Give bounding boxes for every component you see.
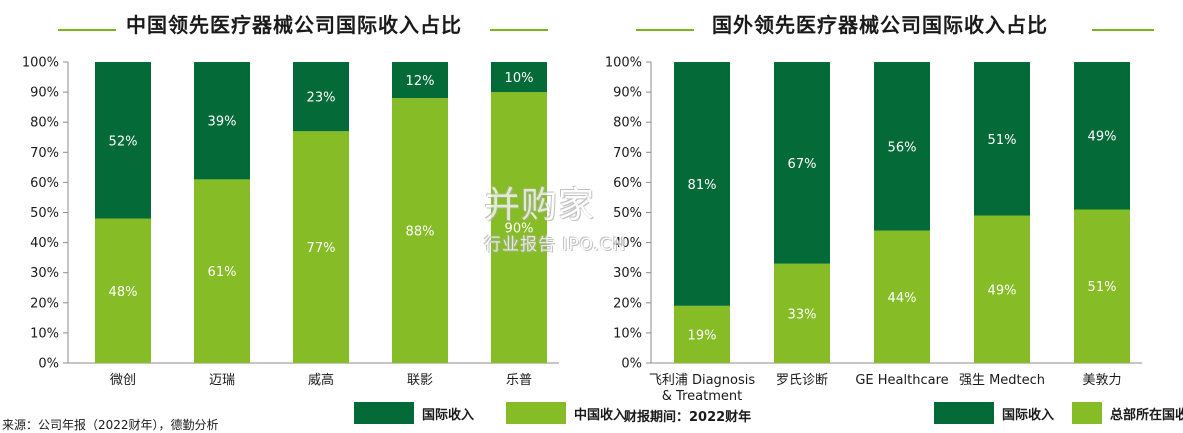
chart1-y-tick-label: 100%	[605, 56, 642, 71]
legend-swatch-intl-left	[354, 402, 414, 424]
legend-swatch-intl-right	[934, 402, 994, 424]
chart0-category-label: 联影	[407, 373, 433, 388]
chart1-category-label: 美敦力	[1082, 372, 1121, 388]
chart1-category-label: 强生 Medtech	[959, 373, 1045, 388]
legend-swatch-home	[1072, 402, 1103, 424]
chart0-y-tick-label: 20%	[30, 296, 59, 311]
chart1-bar-segment	[974, 215, 1030, 363]
chart1-y-tick-label: 20%	[613, 296, 642, 311]
chart1-bar-segment	[1074, 209, 1130, 363]
chart1-y-tick-label: 70%	[613, 146, 642, 161]
left-title-line-left	[58, 29, 116, 31]
chart1-bar-segment	[774, 62, 830, 264]
chart0-y-tick-label: 30%	[30, 266, 59, 281]
report-period: 财报期间：2022财年	[624, 410, 752, 425]
chart1-data-label: 51%	[1088, 280, 1117, 295]
chart0-data-label: 77%	[307, 241, 336, 256]
chart1-category-label: & Treatment	[662, 389, 742, 400]
chart0-bar-segment	[95, 218, 151, 363]
chart1-y-tick-label: 80%	[613, 116, 642, 131]
chart1-bar-segment	[974, 62, 1030, 216]
chart1-bar-segment	[874, 62, 930, 231]
chart1-bar-segment	[674, 305, 730, 363]
chart1-data-label: 67%	[788, 157, 817, 172]
chart1-bar-segment	[1074, 62, 1130, 210]
chart1-y-tick-label: 50%	[613, 206, 642, 221]
chart1-y-tick-label: 30%	[613, 266, 642, 281]
legend-label-home: 总部所在国收入	[1110, 407, 1183, 423]
chart1-y-tick-label: 90%	[613, 86, 642, 101]
chart0-y-tick-label: 40%	[30, 236, 59, 251]
chart1-category-label: 罗氏诊断	[776, 373, 828, 388]
chart0-category-label: 迈瑞	[209, 373, 235, 388]
chart1-data-label: 19%	[688, 328, 717, 343]
left-chart-title: 中国领先医疗器械公司国际收入占比	[126, 13, 462, 37]
chart1-category-label: 飞利浦 Diagnosis	[649, 373, 756, 388]
chart1-y-tick-label: 60%	[613, 176, 642, 191]
chart1-y-tick-label: 10%	[613, 326, 642, 341]
source-note: 来源：公司年报（2022财年），德勤分析	[2, 418, 219, 432]
chart1-category-label: GE Healthcare	[855, 373, 948, 388]
chart0-y-tick-label: 10%	[30, 326, 59, 341]
chart0-y-tick-label: 70%	[30, 146, 59, 161]
chart0-data-label: 48%	[109, 285, 138, 300]
left-chart: 0% 10% 20% 30% 40% 50% 60% 70% 80% 90% 100% 48% 52% 微…	[22, 56, 559, 388]
left-legend: 国际收入 中国收入	[354, 402, 626, 424]
right-title-line-left	[636, 29, 694, 31]
chart0-category-label: 威高	[308, 372, 334, 388]
chart0-bar-segment	[392, 62, 448, 99]
chart1-data-label: 49%	[1088, 130, 1117, 145]
chart0-bar-segment	[194, 62, 250, 180]
chart0-data-label: 88%	[406, 225, 435, 240]
legend-label-intl-right: 国际收入	[1002, 407, 1055, 423]
chart0-data-label: 39%	[208, 115, 237, 130]
chart1-y-tick-label: 40%	[613, 236, 642, 251]
chart1-bar-segment	[674, 62, 730, 306]
chart0-bar-segment	[392, 98, 448, 364]
chart0-bar-segment	[293, 131, 349, 363]
chart0-data-label: 90%	[505, 222, 534, 237]
chart1-data-label: 81%	[688, 178, 717, 193]
chart0-data-label: 10%	[505, 71, 534, 86]
legend-label-china: 中国收入	[574, 407, 627, 423]
chart0-bar-segment	[293, 62, 349, 132]
chart0-data-label: 52%	[109, 134, 138, 149]
chart0-bar-segment	[95, 62, 151, 219]
chart1-data-label: 56%	[888, 140, 917, 155]
chart0-y-tick-label: 0%	[38, 357, 59, 372]
chart0-category-label: 微创	[110, 373, 136, 388]
chart1-data-label: 49%	[988, 283, 1017, 298]
chart1-bar-segment	[774, 263, 830, 363]
chart0-y-tick-label: 80%	[30, 116, 59, 131]
right-title-line-right	[1092, 29, 1154, 31]
chart0-category-label: 乐普	[506, 373, 532, 388]
chart0-bar-segment	[194, 179, 250, 363]
right-legend: 国际收入 总部所在国收入	[934, 402, 1183, 424]
chart0-bar-segment	[491, 62, 547, 93]
chart0-data-label: 12%	[406, 74, 435, 89]
chart0-y-tick-label: 100%	[22, 56, 59, 71]
chart0-y-tick-label: 60%	[30, 176, 59, 191]
chart0-data-label: 61%	[208, 265, 237, 280]
chart1-y-tick-label: 0%	[621, 357, 642, 372]
chart1-bar-segment	[874, 230, 930, 363]
chart1-data-label: 51%	[988, 133, 1017, 148]
chart1-data-label: 44%	[888, 291, 917, 306]
left-title-line-right	[490, 29, 548, 31]
chart0-data-label: 23%	[307, 91, 336, 106]
right-chart: 0% 10% 20% 30% 40% 50% 60% 70% 80% 90% 100% 19% 81% 飞…	[605, 56, 1142, 400]
chart0-y-tick-label: 50%	[30, 206, 59, 221]
right-chart-title: 国外领先医疗器械公司国际收入占比	[712, 13, 1048, 37]
legend-label-intl-left: 国际收入	[422, 407, 475, 423]
legend-swatch-china	[506, 402, 567, 424]
chart0-y-tick-label: 90%	[30, 86, 59, 101]
chart1-data-label: 33%	[788, 307, 817, 322]
chart0-bar-segment	[491, 92, 547, 363]
